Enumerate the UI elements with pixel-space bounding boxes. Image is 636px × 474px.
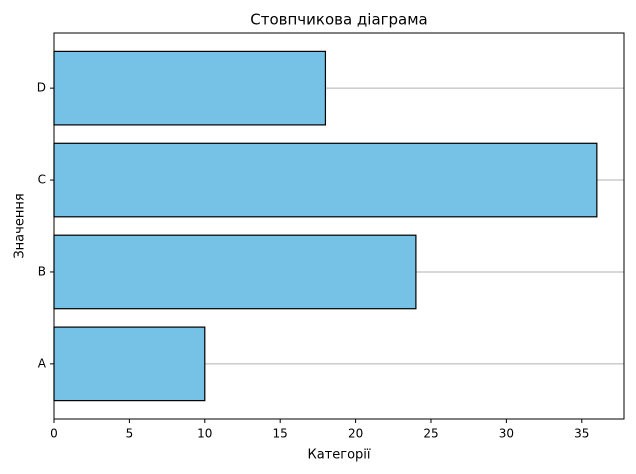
x-tick-label: 30 — [499, 427, 514, 441]
bar — [53, 50, 327, 126]
y-tick-label: A — [38, 356, 47, 370]
plot-frame — [53, 32, 625, 420]
bar — [53, 142, 598, 218]
x-tick-label: 35 — [574, 427, 589, 441]
y-tick-label: C — [38, 173, 46, 187]
x-tick-label: 10 — [197, 427, 212, 441]
bar — [53, 326, 206, 402]
x-tick-label: 0 — [50, 427, 58, 441]
bar — [53, 234, 417, 310]
x-tick-label: 5 — [126, 427, 134, 441]
x-tick-label: 20 — [348, 427, 363, 441]
x-axis-label: Категорії — [307, 448, 370, 463]
y-axis-label: Значення — [13, 193, 28, 258]
x-tick-label: 15 — [273, 427, 288, 441]
y-tick-label: D — [37, 81, 46, 95]
chart-title: Стовпчикова діаграма — [250, 11, 428, 29]
x-tick-label: 25 — [423, 427, 438, 441]
y-tick-label: B — [38, 264, 46, 278]
